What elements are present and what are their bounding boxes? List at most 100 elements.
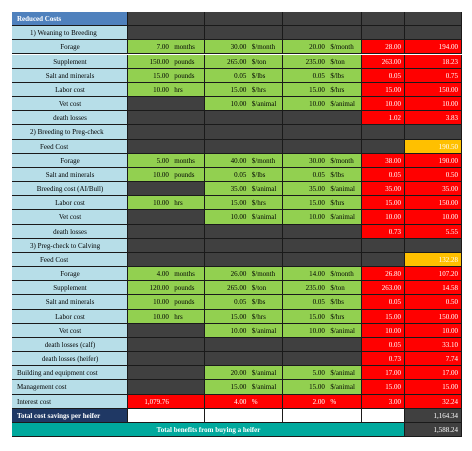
cell-unit: $/animal bbox=[251, 213, 277, 222]
cell-unit: $/lbs bbox=[330, 298, 345, 307]
total-value: 107.20 bbox=[438, 270, 458, 279]
input-cell bbox=[128, 111, 205, 126]
input-cell: 265.00 $/ton bbox=[205, 54, 283, 69]
cell-unit: hrs bbox=[174, 85, 183, 94]
row-label: Forage bbox=[60, 156, 80, 165]
input-cell bbox=[283, 352, 362, 367]
average-cell: 17.00 bbox=[362, 366, 405, 381]
input-cell: 35.00 $/animal bbox=[283, 182, 362, 197]
total-cell: 10.00 bbox=[405, 323, 462, 338]
average-value: 0.05 bbox=[388, 298, 401, 307]
cell-unit: pounds bbox=[174, 71, 195, 80]
row-label: Feed Cost bbox=[40, 255, 69, 264]
input-cell: 14.00 $/month bbox=[283, 267, 362, 282]
cell-value: 35.00 bbox=[230, 185, 247, 194]
total-cell: 150.00 bbox=[405, 82, 462, 97]
cell-value: 120.00 bbox=[149, 284, 169, 293]
total-cell: 5.55 bbox=[405, 224, 462, 239]
cell-value: 30.00 bbox=[230, 43, 247, 52]
average-cell: 0.73 bbox=[362, 352, 405, 367]
label-cell: Labor cost bbox=[12, 309, 128, 324]
row-label: Supplement bbox=[53, 57, 87, 66]
input-cell bbox=[128, 26, 205, 41]
input-cell bbox=[283, 408, 362, 423]
input-cell: 35.00 $/animal bbox=[205, 182, 283, 197]
input-cell: 15.00 $/hrs bbox=[283, 82, 362, 97]
cell-unit: $/month bbox=[330, 270, 354, 279]
average-cell: 0.05 bbox=[362, 68, 405, 83]
row-label: Labor cost bbox=[55, 85, 85, 94]
input-cell: 235.00 $/ton bbox=[283, 54, 362, 69]
input-cell bbox=[283, 238, 362, 253]
total-value: 1,164.34 bbox=[433, 411, 459, 420]
average-cell bbox=[362, 26, 405, 41]
cell-unit: $/animal bbox=[330, 185, 355, 194]
cell-value: 15.00 bbox=[153, 71, 169, 80]
average-cell: 26.80 bbox=[362, 267, 405, 282]
cell-unit: hrs bbox=[174, 199, 183, 208]
label-cell: 3) Preg-check to Calving bbox=[12, 238, 128, 253]
total-value: 10.00 bbox=[442, 213, 458, 222]
input-cell bbox=[205, 26, 283, 41]
benefit-banner: Total benefits from buying a heifer bbox=[12, 422, 405, 438]
cell-unit: $/animal bbox=[251, 326, 277, 335]
input-cell bbox=[128, 366, 205, 381]
row-label: Salt and minerals bbox=[45, 298, 95, 307]
cell-value: 265.00 bbox=[227, 57, 247, 66]
input-cell: 10.00 $/animal bbox=[283, 97, 362, 112]
total-value: 35.00 bbox=[442, 185, 458, 194]
label-cell: 2) Breeding to Preg-check bbox=[12, 125, 128, 140]
average-value: 0.05 bbox=[388, 170, 401, 179]
row-label: Management cost bbox=[17, 383, 67, 392]
label-cell: death losses bbox=[12, 224, 128, 239]
input-cell bbox=[283, 337, 362, 353]
average-cell: 0.05 bbox=[362, 295, 405, 310]
input-cell: 0.05 $/lbs bbox=[205, 167, 283, 183]
average-value: 15.00 bbox=[385, 85, 401, 94]
input-cell: 10.00 $/animal bbox=[283, 323, 362, 338]
input-cell: 0.05 $/lbs bbox=[205, 295, 283, 310]
label-cell: Interest cost bbox=[12, 394, 128, 409]
cell-value: 235.00 bbox=[305, 284, 325, 293]
total-value: 190.50 bbox=[438, 142, 458, 151]
cell-unit: $/animal bbox=[330, 100, 355, 109]
input-cell: 10.00 $/animal bbox=[283, 210, 362, 225]
average-cell bbox=[362, 252, 405, 268]
input-cell bbox=[283, 111, 362, 126]
input-cell: 15.00 $/animal bbox=[283, 380, 362, 395]
input-cell: 150.00 pounds bbox=[128, 54, 205, 69]
total-cell: 32.24 bbox=[405, 394, 462, 409]
average-cell: 15.00 bbox=[362, 380, 405, 395]
total-value: 0.50 bbox=[445, 170, 458, 179]
average-value: 0.05 bbox=[388, 71, 401, 80]
total-value: 14.58 bbox=[442, 284, 458, 293]
average-value: 15.00 bbox=[385, 312, 401, 321]
cell-value: 20.00 bbox=[309, 43, 325, 52]
input-cell: 10.00 hrs bbox=[128, 196, 205, 211]
average-cell: 10.00 bbox=[362, 97, 405, 112]
cell-unit: pounds bbox=[174, 298, 195, 307]
cell-unit: $/month bbox=[251, 270, 276, 279]
input-cell: 120.00 pounds bbox=[128, 281, 205, 296]
average-value: 38.00 bbox=[385, 156, 401, 165]
average-value: 263.00 bbox=[381, 284, 401, 293]
row-label: death losses (calf) bbox=[44, 340, 96, 349]
input-cell: 15.00 $/hrs bbox=[205, 309, 283, 324]
cell-unit: months bbox=[174, 43, 195, 52]
cell-value: 40.00 bbox=[230, 156, 247, 165]
input-cell: 235.00 $/ton bbox=[283, 281, 362, 296]
row-label: Forage bbox=[60, 270, 80, 279]
cell-unit: % bbox=[251, 397, 258, 406]
average-value: 0.73 bbox=[388, 227, 401, 236]
input-cell bbox=[128, 97, 205, 112]
average-cell: 1.02 bbox=[362, 111, 405, 126]
total-cell: 0.50 bbox=[405, 295, 462, 310]
cell-unit: $/lbs bbox=[330, 71, 345, 80]
input-cell: 10.00 $/animal bbox=[205, 97, 283, 112]
cell-value: 15.00 bbox=[230, 312, 247, 321]
cell-value: 10.00 bbox=[153, 298, 169, 307]
input-cell bbox=[205, 252, 283, 268]
total-cell: 190.00 bbox=[405, 153, 462, 168]
row-label: Total benefits from buying a heifer bbox=[156, 426, 261, 434]
